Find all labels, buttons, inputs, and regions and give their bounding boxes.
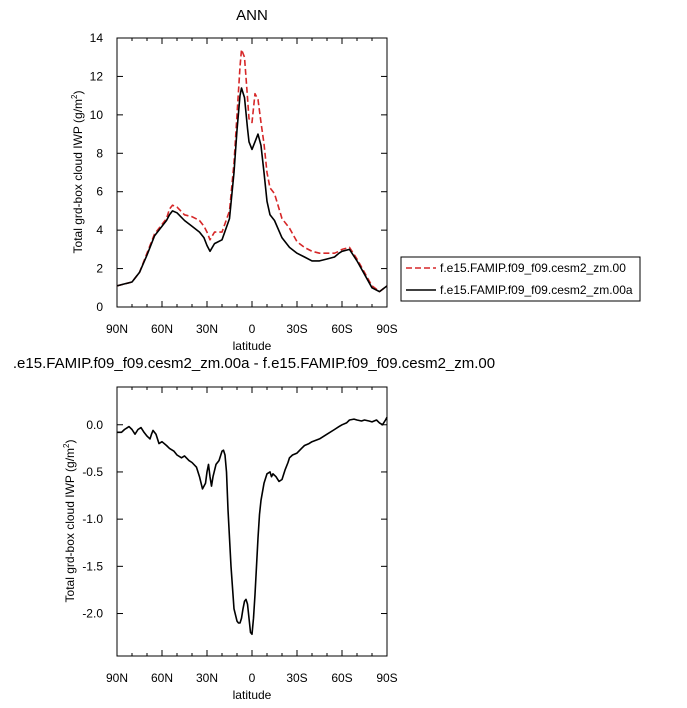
chart-top-xtick-label: 30N [196, 322, 218, 336]
chart-top-xtick-label: 0 [249, 322, 256, 336]
chart-top-ytick-label: 10 [90, 108, 104, 122]
chart-top-ylabel-sup: 2 [70, 94, 79, 99]
legend-label-series-1: f.e15.FAMIP.f09_f09.cesm2_zm.00 [440, 261, 626, 275]
chart-bottom-ylabel-main: Total grd-box cloud IWP (g/m [63, 448, 77, 603]
chart-bottom-ytick-label: -0.5 [82, 465, 103, 479]
chart-top-series-line-2 [116, 87, 388, 293]
chart-bottom-ylabel-tail: ) [63, 440, 77, 444]
chart-bottom-series [117, 416, 388, 636]
chart-bottom: .e15.FAMIP.f09_f09.cesm2_zm.00a - f.e15.… [13, 355, 495, 702]
chart-bottom-series-line-1 [117, 416, 388, 636]
chart-top-xlabel: latitude [233, 339, 272, 353]
chart-top-ytick-label: 6 [96, 185, 103, 199]
chart-top-ylabel-main: Total grd-box cloud IWP (g/m [71, 99, 85, 254]
chart-top-ytick-label: 4 [96, 223, 103, 237]
chart-bottom-ticks: 90N 60N 30N 0 30S 60S 90S 0.0 -0.5 -1.0 -1.5 -2.0 [82, 387, 398, 685]
chart-top: ANN 90N 60N 30N 0 30S 60S 90S 0 2 4 6 8 10 12 14 latit… [70, 7, 641, 353]
chart-bottom-ylabel-sup: 2 [62, 443, 71, 448]
chart-top-xtick-label: 60S [331, 322, 352, 336]
chart-top-legend: f.e15.FAMIP.f09_f09.cesm2_zm.00 f.e15.FA… [400, 256, 641, 302]
chart-top-xtick-label: 60N [151, 322, 173, 336]
chart-bottom-ytick-label: -1.5 [82, 559, 103, 573]
chart-bottom-ytick-label: 0.0 [86, 418, 103, 432]
chart-top-ytick-label: 0 [96, 300, 103, 314]
chart-top-ticks: 90N 60N 30N 0 30S 60S 90S 0 2 4 6 8 10 12 14 [90, 31, 398, 336]
chart-top-frame [116, 37, 388, 308]
chart-bottom-ytick-label: -2.0 [82, 607, 103, 621]
chart-bottom-xtick-label: 30S [286, 671, 307, 685]
chart-top-ytick-label: 12 [90, 69, 104, 83]
chart-bottom-xtick-label: 60S [331, 671, 352, 685]
chart-bottom-xtick-label: 0 [249, 671, 256, 685]
chart-top-ylabel-tail: ) [71, 91, 85, 95]
chart-top-ytick-label: 2 [96, 262, 103, 276]
legend-box [400, 256, 641, 302]
chart-top-xtick-label: 30S [286, 322, 307, 336]
chart-bottom-xtick-label: 30N [196, 671, 218, 685]
chart-bottom-xtick-label: 90S [376, 671, 397, 685]
chart-top-ylabel: Total grd-box cloud IWP (g/m2) [70, 91, 85, 254]
chart-bottom-ytick-label: -1.0 [82, 512, 103, 526]
chart-bottom-xtick-label: 90N [106, 671, 128, 685]
chart-bottom-frame [116, 386, 388, 657]
chart-top-ytick-label: 14 [90, 31, 104, 45]
chart-top-series-line-1 [116, 48, 388, 293]
chart-bottom-xlabel: latitude [233, 688, 272, 702]
chart-bottom-xtick-label: 60N [151, 671, 173, 685]
chart-bottom-title: .e15.FAMIP.f09_f09.cesm2_zm.00a - f.e15.… [13, 355, 495, 372]
chart-top-xtick-label: 90S [376, 322, 397, 336]
chart-top-xtick-label: 90N [106, 322, 128, 336]
chart-top-series [116, 48, 388, 293]
chart-top-ytick-label: 8 [96, 146, 103, 160]
chart-bottom-ylabel: Total grd-box cloud IWP (g/m2) [62, 440, 77, 603]
legend-label-series-2: f.e15.FAMIP.f09_f09.cesm2_zm.00a [440, 283, 633, 297]
chart-top-title: ANN [236, 7, 268, 24]
